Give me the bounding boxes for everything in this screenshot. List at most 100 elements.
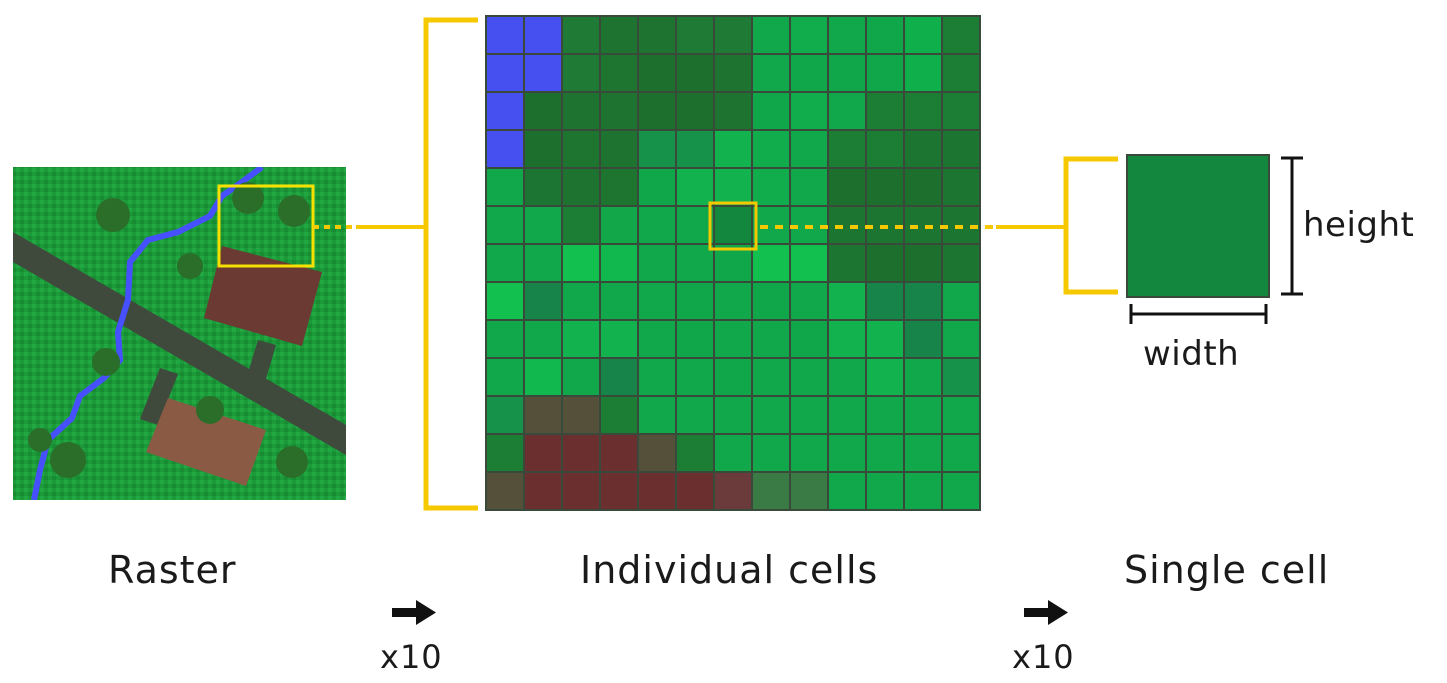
grid-cell xyxy=(675,129,715,169)
grid-cell xyxy=(561,205,601,245)
grid-cell xyxy=(675,205,715,245)
grid-cell xyxy=(751,243,791,283)
grid-cell xyxy=(789,281,829,321)
grid-cell xyxy=(675,53,715,93)
grid-cell xyxy=(751,433,791,473)
grid-cell xyxy=(637,433,677,473)
side-road xyxy=(244,340,276,392)
grid-cell xyxy=(523,129,563,169)
grid-cell xyxy=(485,167,525,207)
grid-cell xyxy=(789,15,829,55)
grid-cell xyxy=(637,395,677,435)
grid-cell xyxy=(485,129,525,169)
grid-cell xyxy=(941,243,981,283)
grid-cell xyxy=(561,167,601,207)
grid-cell xyxy=(599,15,639,55)
grid-cell xyxy=(523,433,563,473)
grid-cell xyxy=(485,281,525,321)
grid-cell xyxy=(827,91,867,131)
grid-cell xyxy=(865,395,905,435)
grid-cell xyxy=(637,243,677,283)
single-cell xyxy=(1126,154,1270,298)
grid-cell xyxy=(675,395,715,435)
arrow-icon xyxy=(392,600,436,625)
grid-cell xyxy=(675,15,715,55)
grid-cell xyxy=(599,357,639,397)
grid-cell xyxy=(865,167,905,207)
grid-cell xyxy=(485,91,525,131)
grid-cell xyxy=(637,91,677,131)
grid-cell xyxy=(827,357,867,397)
grid-cell xyxy=(599,471,639,511)
grid-cell xyxy=(903,433,943,473)
grid-cell xyxy=(713,53,753,93)
grid-cell xyxy=(865,433,905,473)
grid-cell xyxy=(751,281,791,321)
building xyxy=(204,246,322,346)
grid-cell xyxy=(903,129,943,169)
grid-cell xyxy=(675,281,715,321)
grid-cell xyxy=(523,281,563,321)
grid-cell xyxy=(523,395,563,435)
grid-cell xyxy=(941,471,981,511)
grid-cell xyxy=(561,243,601,283)
grid-cell xyxy=(903,281,943,321)
grid-cell xyxy=(903,395,943,435)
grid-cell xyxy=(637,357,677,397)
grid-cell xyxy=(713,395,753,435)
grid-cell xyxy=(485,243,525,283)
grid-cell xyxy=(599,167,639,207)
grid-cell xyxy=(637,53,677,93)
grid-cell xyxy=(903,167,943,207)
arrow-icon xyxy=(1024,600,1068,625)
grid-cell xyxy=(485,395,525,435)
road xyxy=(13,232,346,455)
grid-cell xyxy=(903,53,943,93)
raster-caption: Raster xyxy=(108,548,237,592)
grid-cell xyxy=(599,129,639,169)
grid-cell xyxy=(713,91,753,131)
grid-cell xyxy=(751,129,791,169)
grid-cell xyxy=(637,129,677,169)
grid-cell xyxy=(485,205,525,245)
tree xyxy=(28,428,52,452)
grid-cell xyxy=(827,129,867,169)
grid-cell xyxy=(903,205,943,245)
grid-cell xyxy=(561,433,601,473)
grid-cell xyxy=(599,205,639,245)
grid-cell xyxy=(751,53,791,93)
grid-cell xyxy=(675,319,715,359)
grid-cell xyxy=(941,167,981,207)
grid-cell xyxy=(751,91,791,131)
grid-cell xyxy=(675,433,715,473)
grid-cell xyxy=(865,15,905,55)
grid-cell xyxy=(941,281,981,321)
grid-cell xyxy=(827,53,867,93)
grid-cell xyxy=(751,319,791,359)
grid-cell xyxy=(637,319,677,359)
grid-cell xyxy=(789,53,829,93)
zoom-factor-label: x10 xyxy=(1012,638,1075,676)
grid-cell xyxy=(865,91,905,131)
grid-cell xyxy=(599,433,639,473)
grid-cell xyxy=(789,395,829,435)
grid-cell xyxy=(903,243,943,283)
grid-cell xyxy=(485,433,525,473)
grid-cell xyxy=(751,15,791,55)
grid-cell xyxy=(561,471,601,511)
grid-cell xyxy=(561,281,601,321)
zoom-factor-label: x10 xyxy=(380,638,443,676)
grid-cell xyxy=(865,357,905,397)
grid-cell xyxy=(599,395,639,435)
cell-grid xyxy=(485,15,981,511)
grid-cell xyxy=(637,15,677,55)
grid-cell xyxy=(751,357,791,397)
height-label: height xyxy=(1303,205,1415,245)
grid-cell xyxy=(827,15,867,55)
grid-cell xyxy=(713,319,753,359)
grid-cell xyxy=(865,281,905,321)
grid-cell xyxy=(713,15,753,55)
grid-cell xyxy=(903,319,943,359)
grid-cell xyxy=(637,167,677,207)
